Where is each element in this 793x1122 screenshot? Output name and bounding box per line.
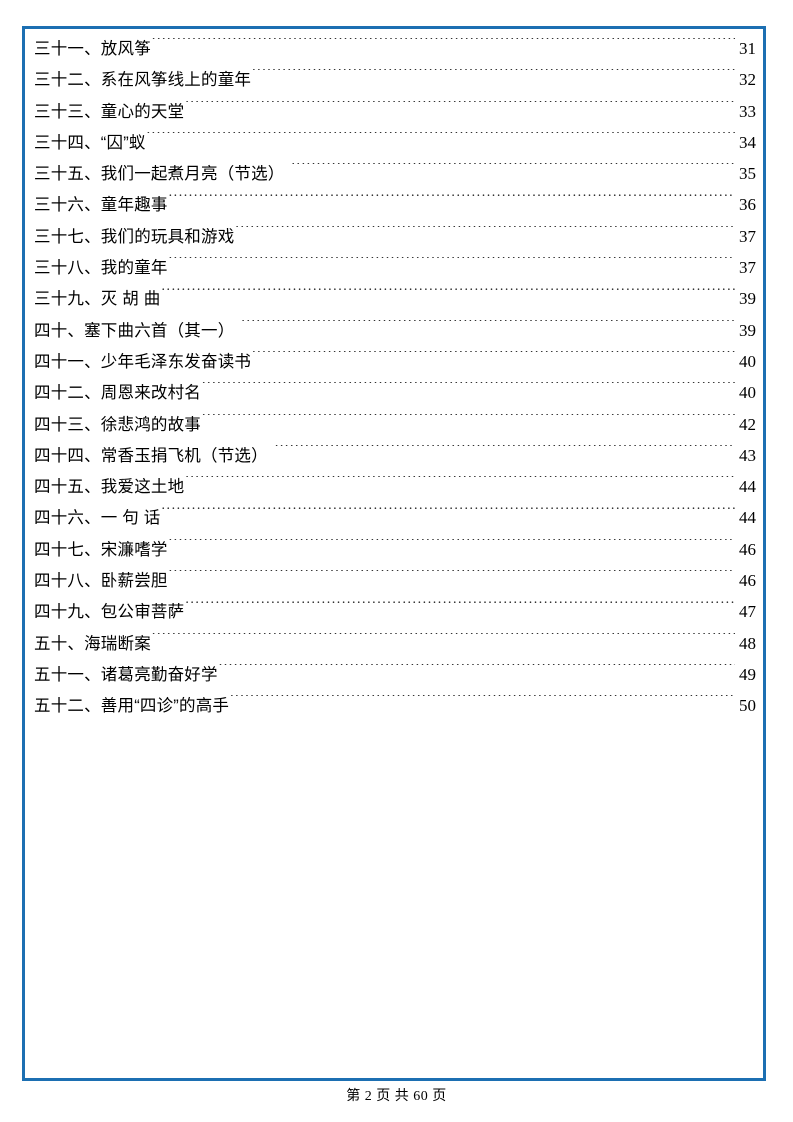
toc-dot-leader	[161, 507, 735, 523]
toc-entry[interactable]: 五十二、善用“四诊”的高手 50	[34, 690, 756, 721]
toc-entry-page-number: 50	[739, 696, 756, 716]
toc-entry-title: 四十八、卧薪尝胆	[34, 572, 168, 591]
toc-entry-title: 三十一、放风筝	[34, 40, 151, 58]
toc-entry[interactable]: 五十一、诸葛亮勤奋好学 49	[34, 659, 756, 690]
toc-entry[interactable]: 三十一、放风筝 31	[34, 33, 756, 64]
toc-dot-leader	[169, 257, 735, 273]
table-of-contents: 三十一、放风筝 31 三十二、系在风筝线上的童年 32 三十三、童心的天堂 33 三十四、“…	[34, 33, 756, 722]
toc-entry[interactable]: 三十二、系在风筝线上的童年 32	[34, 64, 756, 95]
toc-entry-title: 三十七、我们的玩具和游戏	[34, 227, 235, 246]
toc-entry[interactable]: 三十九、灭 胡 曲 39	[34, 283, 756, 314]
toc-entry-title: 三十二、系在风筝线上的童年	[34, 71, 252, 90]
toc-entry-title: 五十一、诸葛亮勤奋好学	[34, 665, 218, 684]
toc-entry-page-number: 43	[739, 445, 756, 465]
toc-entry-page-number: 48	[739, 633, 756, 653]
page-footer: 第 2 页 共 60 页	[0, 1085, 793, 1105]
toc-entry-page-number: 32	[739, 70, 756, 90]
toc-dot-leader	[185, 601, 735, 617]
toc-entry-page-number: 44	[739, 508, 756, 528]
toc-entry-title: 四十二、周恩来改村名	[34, 384, 201, 403]
toc-entry-title: 四十、塞下曲六首（其一）	[34, 321, 235, 340]
footer-page-indicator: 第 2 页 共 60 页	[346, 1089, 447, 1104]
toc-dot-leader	[219, 664, 735, 680]
toc-entry[interactable]: 四十九、包公审菩萨 47	[34, 596, 756, 627]
toc-entry-page-number: 34	[739, 132, 756, 152]
toc-entry-title: 三十四、“囚”蚁	[34, 133, 146, 152]
toc-dot-leader	[202, 414, 735, 430]
toc-dot-leader	[161, 288, 735, 304]
toc-entry[interactable]: 四十三、徐悲鸿的故事 42	[34, 409, 756, 440]
toc-entry-page-number: 35	[739, 164, 756, 184]
toc-entry-page-number: 33	[739, 101, 756, 121]
toc-entry[interactable]: 三十六、童年趣事 36	[34, 189, 756, 220]
toc-dot-leader	[169, 570, 735, 586]
toc-entry-title: 三十三、童心的天堂	[34, 102, 185, 121]
toc-entry[interactable]: 三十五、我们一起煮月亮（节选） 35	[34, 158, 756, 189]
toc-dot-leader	[169, 194, 735, 210]
toc-entry[interactable]: 四十七、宋濂嗜学 46	[34, 534, 756, 565]
toc-entry-title: 四十五、我爱这土地	[34, 478, 185, 497]
toc-entry[interactable]: 四十一、少年毛泽东发奋读书 40	[34, 346, 756, 377]
toc-entry-title: 五十、海瑞断案	[34, 634, 151, 653]
toc-dot-leader	[292, 163, 736, 179]
toc-dot-leader	[185, 476, 735, 492]
toc-dot-leader	[185, 101, 735, 117]
toc-entry-page-number: 46	[739, 539, 756, 559]
toc-dot-leader	[235, 226, 735, 242]
toc-entry[interactable]: 四十五、我爱这土地 44	[34, 471, 756, 502]
toc-dot-leader	[252, 351, 735, 367]
toc-entry-page-number: 39	[739, 289, 756, 309]
toc-dot-leader	[202, 382, 735, 398]
toc-entry-page-number: 40	[739, 383, 756, 403]
toc-entry-title: 四十一、少年毛泽东发奋读书	[34, 352, 252, 371]
toc-entry[interactable]: 三十四、“囚”蚁 34	[34, 127, 756, 158]
toc-entry-title: 三十六、童年趣事	[34, 196, 168, 215]
toc-entry-page-number: 36	[739, 195, 756, 215]
toc-entry-page-number: 31	[739, 39, 756, 58]
toc-entry[interactable]: 三十三、童心的天堂 33	[34, 96, 756, 127]
toc-entry-title: 四十四、常香玉捐飞机（节选）	[34, 446, 268, 465]
toc-entry-page-number: 49	[739, 664, 756, 684]
toc-entry-page-number: 39	[739, 320, 756, 340]
toc-entry[interactable]: 四十六、一 句 话 44	[34, 502, 756, 533]
toc-dot-leader	[169, 539, 735, 555]
toc-entry-title: 四十三、徐悲鸿的故事	[34, 415, 201, 434]
toc-entry[interactable]: 四十四、常香玉捐飞机（节选） 43	[34, 440, 756, 471]
toc-dot-leader	[152, 38, 735, 54]
toc-entry[interactable]: 三十八、我的童年 37	[34, 252, 756, 283]
toc-dot-leader	[252, 69, 735, 85]
toc-dot-leader	[230, 695, 735, 711]
toc-entry-title: 三十九、灭 胡 曲	[34, 290, 161, 309]
toc-entry-page-number: 47	[739, 602, 756, 622]
toc-entry[interactable]: 五十、海瑞断案 48	[34, 628, 756, 659]
toc-entry-title: 四十九、包公审菩萨	[34, 603, 185, 622]
toc-entry[interactable]: 四十、塞下曲六首（其一） 39	[34, 315, 756, 346]
toc-entry-page-number: 37	[739, 258, 756, 278]
toc-dot-leader	[152, 633, 735, 649]
toc-entry[interactable]: 三十七、我们的玩具和游戏 37	[34, 221, 756, 252]
toc-entry-page-number: 46	[739, 571, 756, 591]
toc-entry[interactable]: 四十八、卧薪尝胆 46	[34, 565, 756, 596]
toc-entry-title: 三十八、我的童年	[34, 259, 168, 278]
toc-entry-title: 四十七、宋濂嗜学	[34, 540, 168, 559]
toc-dot-leader	[275, 445, 735, 461]
toc-entry-page-number: 42	[739, 414, 756, 434]
toc-entry-page-number: 44	[739, 477, 756, 497]
toc-entry-title: 三十五、我们一起煮月亮（节选）	[34, 165, 285, 184]
toc-dot-leader	[147, 132, 735, 148]
toc-dot-leader	[241, 320, 735, 336]
toc-entry-page-number: 37	[739, 226, 756, 246]
toc-entry-title: 五十二、善用“四诊”的高手	[34, 697, 230, 716]
toc-entry[interactable]: 四十二、周恩来改村名 40	[34, 377, 756, 408]
toc-entry-page-number: 40	[739, 351, 756, 371]
toc-entry-title: 四十六、一 句 话	[34, 509, 161, 528]
